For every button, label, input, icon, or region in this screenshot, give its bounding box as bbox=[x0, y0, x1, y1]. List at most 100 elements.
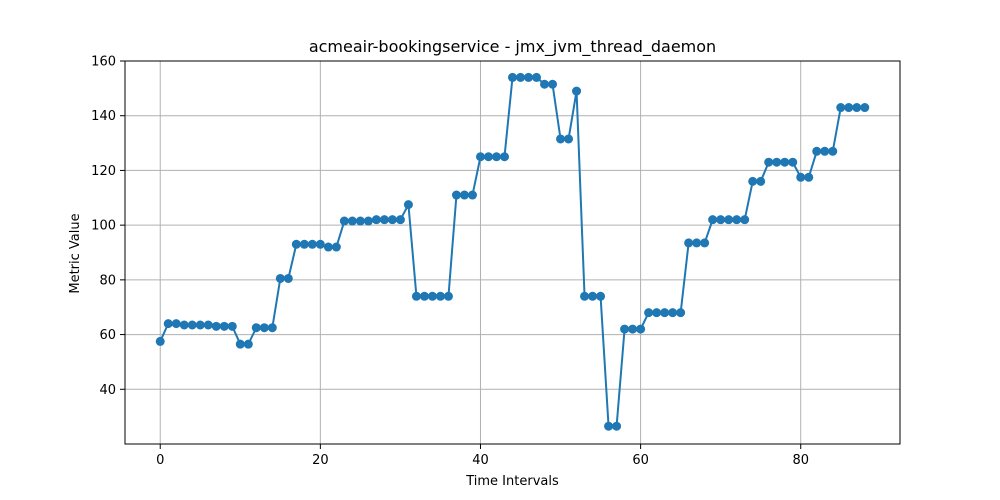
x-tick-label: 0 bbox=[156, 453, 164, 468]
data-point bbox=[796, 172, 806, 182]
data-point bbox=[652, 308, 662, 318]
data-point bbox=[187, 320, 197, 330]
data-series bbox=[155, 72, 870, 431]
data-point bbox=[748, 176, 758, 186]
data-point bbox=[604, 421, 614, 431]
data-point bbox=[179, 320, 189, 330]
x-tick-label: 80 bbox=[792, 453, 809, 468]
data-point bbox=[323, 242, 333, 252]
data-point bbox=[355, 216, 365, 226]
data-point bbox=[740, 215, 750, 225]
x-tick-label: 40 bbox=[472, 453, 489, 468]
data-point bbox=[820, 146, 830, 156]
data-point bbox=[700, 238, 710, 248]
data-point bbox=[564, 134, 574, 144]
data-point bbox=[379, 215, 389, 225]
data-point bbox=[772, 157, 782, 167]
data-point bbox=[620, 324, 630, 334]
data-point bbox=[363, 216, 373, 226]
data-point bbox=[387, 215, 397, 225]
data-point bbox=[171, 319, 181, 329]
data-point bbox=[548, 79, 558, 89]
data-point bbox=[540, 79, 550, 89]
data-point bbox=[195, 320, 205, 330]
y-tick-label: 160 bbox=[91, 55, 116, 70]
data-point bbox=[331, 242, 341, 252]
data-point bbox=[347, 216, 357, 226]
data-point bbox=[267, 323, 277, 333]
data-point bbox=[708, 215, 718, 225]
data-point bbox=[764, 157, 774, 167]
data-point bbox=[660, 308, 670, 318]
data-point bbox=[828, 146, 838, 156]
data-point bbox=[804, 172, 814, 182]
data-point bbox=[419, 291, 429, 301]
data-point bbox=[596, 291, 606, 301]
data-point bbox=[211, 321, 221, 331]
data-point bbox=[516, 72, 526, 82]
data-point bbox=[259, 323, 269, 333]
data-point bbox=[524, 72, 534, 82]
data-point bbox=[668, 308, 678, 318]
data-point bbox=[427, 291, 437, 301]
data-point bbox=[315, 239, 325, 249]
data-point bbox=[580, 291, 590, 301]
data-point bbox=[227, 321, 237, 331]
data-point bbox=[499, 152, 509, 162]
data-point bbox=[676, 308, 686, 318]
y-tick-label: 40 bbox=[99, 383, 116, 398]
data-point bbox=[788, 157, 798, 167]
data-point bbox=[443, 291, 453, 301]
y-tick-label: 100 bbox=[91, 219, 116, 234]
data-point bbox=[636, 324, 646, 334]
y-tick-label: 120 bbox=[91, 164, 116, 179]
data-point bbox=[836, 103, 846, 113]
data-point bbox=[644, 308, 654, 318]
data-point bbox=[291, 239, 301, 249]
data-point bbox=[780, 157, 790, 167]
data-point bbox=[628, 324, 638, 334]
data-point bbox=[163, 319, 173, 329]
data-point bbox=[403, 200, 413, 210]
data-point bbox=[219, 321, 229, 331]
plot-area-frame bbox=[124, 60, 901, 445]
data-point bbox=[307, 239, 317, 249]
data-point bbox=[235, 339, 245, 349]
data-point bbox=[371, 215, 381, 225]
data-point bbox=[572, 86, 582, 96]
data-point bbox=[243, 339, 253, 349]
data-point bbox=[411, 291, 421, 301]
data-point bbox=[203, 320, 213, 330]
data-point bbox=[852, 103, 862, 113]
data-point bbox=[251, 323, 261, 333]
data-point bbox=[459, 190, 469, 200]
x-tick-label: 20 bbox=[312, 453, 329, 468]
chart-title: acmeair-bookingservice - jmx_jvm_thread_… bbox=[309, 37, 716, 57]
data-point bbox=[532, 72, 542, 82]
data-point bbox=[612, 421, 622, 431]
data-point bbox=[155, 336, 165, 346]
data-point bbox=[684, 238, 694, 248]
data-point bbox=[491, 152, 501, 162]
data-point bbox=[812, 146, 822, 156]
y-tick-label: 140 bbox=[91, 109, 116, 124]
data-point bbox=[483, 152, 493, 162]
data-point bbox=[275, 273, 285, 283]
x-tick-label: 60 bbox=[632, 453, 649, 468]
data-point bbox=[756, 176, 766, 186]
data-point bbox=[716, 215, 726, 225]
x-axis-title: Time Intervals bbox=[465, 474, 559, 489]
data-point bbox=[844, 103, 854, 113]
data-point bbox=[467, 190, 477, 200]
data-point bbox=[339, 216, 349, 226]
y-tick-label: 80 bbox=[99, 273, 116, 288]
data-point bbox=[395, 215, 405, 225]
data-point bbox=[299, 239, 309, 249]
data-point bbox=[556, 134, 566, 144]
data-point bbox=[475, 152, 485, 162]
data-point bbox=[692, 238, 702, 248]
data-point bbox=[588, 291, 598, 301]
data-point bbox=[860, 103, 870, 113]
